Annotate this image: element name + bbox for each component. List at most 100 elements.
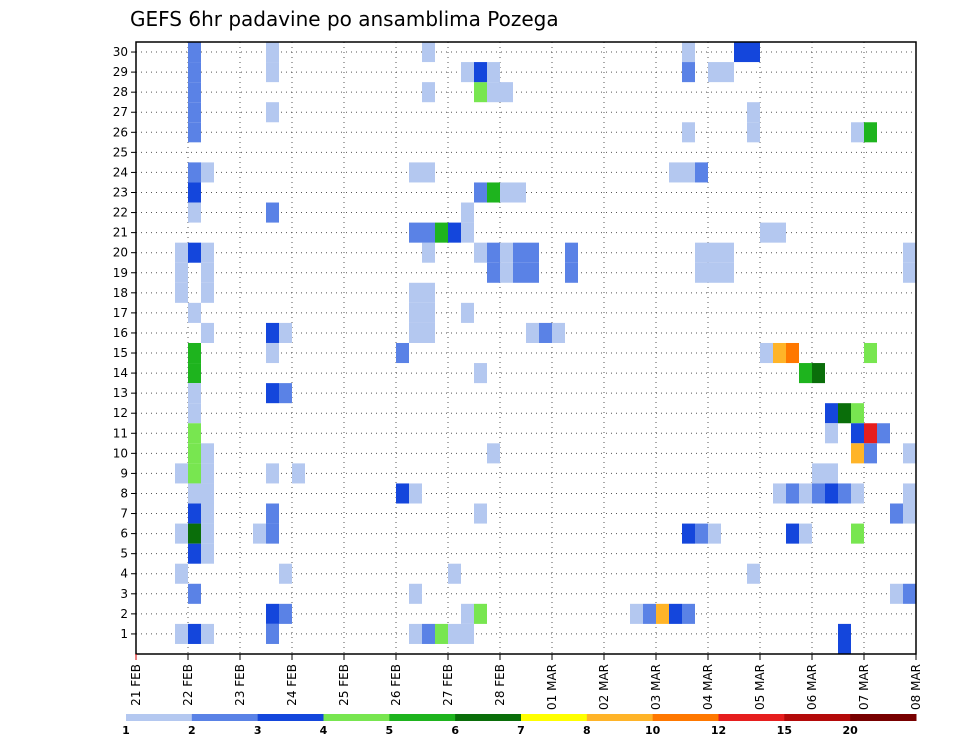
precip-cell bbox=[461, 222, 474, 243]
precip-cell bbox=[188, 543, 201, 564]
precip-cell bbox=[773, 483, 786, 504]
precip-cell bbox=[487, 242, 500, 263]
precip-cell bbox=[487, 182, 500, 203]
precip-cell bbox=[474, 182, 487, 203]
precip-cell bbox=[409, 322, 422, 343]
precip-cell bbox=[864, 443, 877, 464]
colorbar-label: 12 bbox=[711, 724, 726, 737]
precip-cell bbox=[851, 423, 864, 444]
precip-cell bbox=[175, 282, 188, 303]
precip-cell bbox=[851, 403, 864, 424]
precip-cell bbox=[188, 82, 201, 103]
precip-cell bbox=[799, 523, 812, 544]
precip-cell bbox=[188, 162, 201, 183]
precip-cell bbox=[422, 623, 435, 644]
x-tick-label: 28 FEB bbox=[493, 664, 507, 706]
y-tick-label: 30 bbox=[113, 45, 128, 59]
precip-cell bbox=[266, 342, 279, 364]
precip-cell bbox=[188, 623, 201, 644]
precip-cell bbox=[721, 242, 734, 263]
precip-cell bbox=[279, 563, 292, 584]
x-tick-label: 01 MAR bbox=[545, 664, 559, 710]
precip-cell bbox=[682, 603, 695, 624]
precip-cell bbox=[175, 242, 188, 263]
y-tick-label: 1 bbox=[120, 627, 128, 641]
precip-cell bbox=[656, 603, 669, 624]
precip-cell bbox=[500, 182, 513, 203]
precip-cell bbox=[487, 82, 500, 103]
colorbar-label: 7 bbox=[517, 724, 525, 737]
y-tick-label: 24 bbox=[113, 165, 128, 179]
precip-cell bbox=[422, 322, 435, 343]
colorbar-label: 1 bbox=[122, 724, 130, 737]
y-tick-label: 11 bbox=[113, 426, 128, 440]
precip-cell bbox=[890, 503, 903, 524]
precip-cell bbox=[201, 443, 214, 464]
y-tick-label: 12 bbox=[113, 406, 128, 420]
plot-frame bbox=[135, 41, 917, 655]
y-tick-label: 3 bbox=[120, 587, 128, 601]
precip-cell bbox=[448, 623, 461, 644]
precip-cell bbox=[279, 383, 292, 404]
precip-cell bbox=[474, 242, 487, 263]
precip-cell bbox=[773, 342, 786, 364]
precip-cell bbox=[500, 82, 513, 103]
x-tick-label: 21 FEB bbox=[129, 664, 143, 706]
x-tick-label: 26 FEB bbox=[389, 664, 403, 706]
x-tick-label: 05 MAR bbox=[753, 664, 767, 710]
colorbar-label: 15 bbox=[777, 724, 792, 737]
precip-cell bbox=[188, 423, 201, 444]
y-tick-label: 22 bbox=[113, 206, 128, 220]
precip-cell bbox=[903, 262, 916, 283]
precip-cell bbox=[396, 342, 409, 364]
precip-cell bbox=[253, 523, 266, 544]
precip-cell bbox=[669, 603, 682, 624]
precip-cell bbox=[266, 42, 279, 63]
precip-cell bbox=[734, 42, 747, 63]
precip-cell bbox=[188, 342, 201, 364]
y-tick-label: 23 bbox=[113, 185, 128, 199]
precip-cell bbox=[500, 262, 513, 283]
precip-cell bbox=[201, 623, 214, 644]
precip-cell bbox=[422, 302, 435, 323]
colorbar-label: 2 bbox=[188, 724, 196, 737]
precip-cell bbox=[201, 162, 214, 183]
precip-cell bbox=[747, 563, 760, 584]
precip-cell bbox=[266, 603, 279, 624]
precip-cell bbox=[825, 483, 838, 504]
x-tick-label: 08 MAR bbox=[909, 664, 923, 710]
colorbar-swatch bbox=[521, 714, 588, 721]
y-tick-label: 13 bbox=[113, 386, 128, 400]
precip-cell bbox=[825, 423, 838, 444]
y-tick-label: 18 bbox=[113, 286, 128, 300]
precip-cell bbox=[695, 523, 708, 544]
colorbar-label: 5 bbox=[386, 724, 394, 737]
x-tick-label: 27 FEB bbox=[441, 664, 455, 706]
precip-cell bbox=[682, 523, 695, 544]
colorbar-label: 4 bbox=[320, 724, 328, 737]
precip-cell bbox=[812, 363, 825, 384]
precip-cell bbox=[188, 363, 201, 384]
precip-cell bbox=[435, 222, 448, 243]
precip-cell bbox=[201, 242, 214, 263]
precip-cell bbox=[474, 603, 487, 624]
precip-cell bbox=[188, 202, 201, 223]
precip-cell bbox=[565, 262, 578, 283]
colorbar-swatch bbox=[323, 714, 390, 721]
precip-cell bbox=[266, 463, 279, 484]
precip-cell bbox=[188, 242, 201, 263]
precip-cell bbox=[513, 182, 526, 203]
precip-cell bbox=[682, 122, 695, 143]
precip-cell bbox=[526, 242, 539, 263]
chart-title: GEFS 6hr padavine po ansamblima Pozega bbox=[130, 7, 559, 31]
y-tick-label: 5 bbox=[120, 547, 128, 561]
precip-cell bbox=[539, 322, 552, 343]
precip-cell bbox=[396, 483, 409, 504]
x-tick-label: 07 MAR bbox=[857, 664, 871, 710]
precip-cell bbox=[175, 523, 188, 544]
precip-cell bbox=[552, 322, 565, 343]
y-tick-label: 2 bbox=[120, 607, 128, 621]
precip-cell bbox=[188, 403, 201, 424]
precip-cell bbox=[175, 262, 188, 283]
